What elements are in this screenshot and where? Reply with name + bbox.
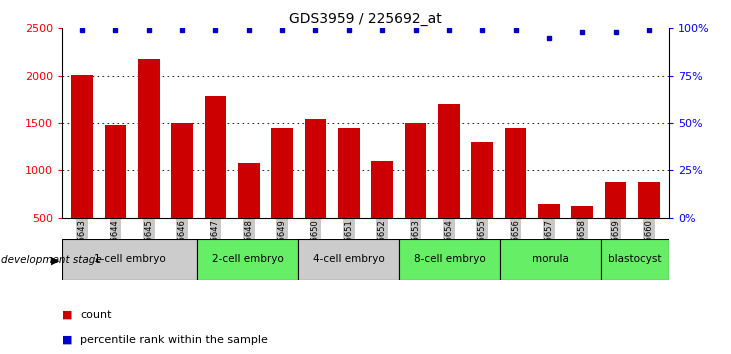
Bar: [371, 161, 393, 218]
Bar: [338, 128, 360, 218]
Bar: [500, 239, 602, 280]
Text: blastocyst: blastocyst: [608, 254, 662, 264]
Bar: [138, 59, 159, 218]
Bar: [471, 142, 493, 218]
Bar: [572, 206, 593, 218]
Bar: [504, 128, 526, 218]
Text: ▶: ▶: [51, 255, 60, 265]
Text: 4-cell embryo: 4-cell embryo: [313, 254, 385, 264]
Bar: [438, 104, 460, 218]
Text: percentile rank within the sample: percentile rank within the sample: [80, 335, 268, 345]
Bar: [605, 182, 626, 218]
Text: count: count: [80, 310, 112, 320]
Text: ■: ■: [62, 310, 72, 320]
Text: 2-cell embryo: 2-cell embryo: [212, 254, 284, 264]
Bar: [399, 239, 500, 280]
Bar: [638, 182, 659, 218]
Bar: [171, 123, 193, 218]
Bar: [305, 119, 326, 218]
Text: morula: morula: [532, 254, 569, 264]
Text: 1-cell embryo: 1-cell embryo: [94, 254, 165, 264]
Bar: [205, 96, 227, 218]
Text: 8-cell embryo: 8-cell embryo: [414, 254, 485, 264]
Title: GDS3959 / 225692_at: GDS3959 / 225692_at: [289, 12, 442, 26]
Bar: [238, 163, 260, 218]
Bar: [105, 125, 126, 218]
Bar: [538, 204, 560, 218]
Bar: [602, 239, 669, 280]
Bar: [72, 75, 93, 218]
Bar: [62, 239, 197, 280]
Text: ■: ■: [62, 335, 72, 345]
Bar: [271, 128, 293, 218]
Text: development stage: development stage: [1, 255, 102, 265]
Bar: [405, 123, 426, 218]
Bar: [298, 239, 399, 280]
Bar: [197, 239, 298, 280]
